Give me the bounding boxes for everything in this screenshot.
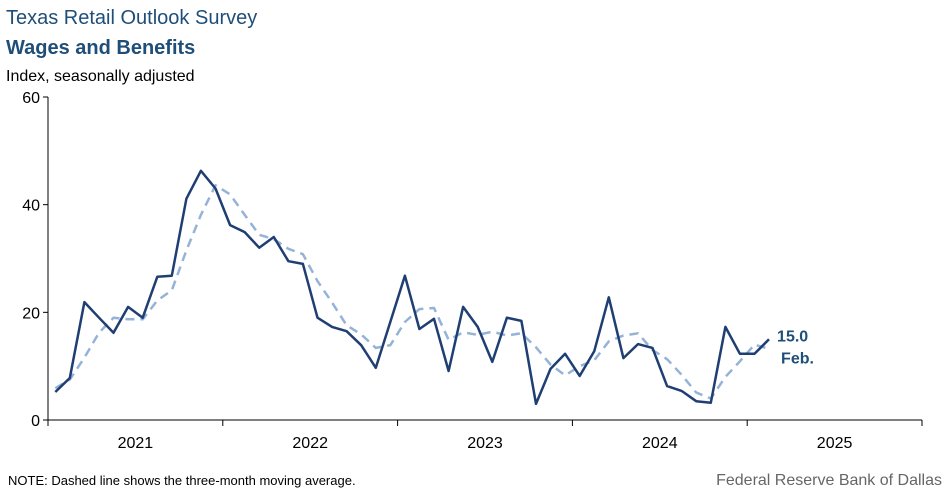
y-axis-label: Index, seasonally adjusted (6, 68, 195, 85)
note: NOTE: Dashed line shows the three-month … (8, 473, 356, 488)
source: Federal Reserve Bank of Dallas (716, 472, 942, 489)
y-tick-label: 0 (31, 413, 40, 430)
chart-title: Texas Retail Outlook Survey (6, 7, 257, 29)
value-label: 15.0 (777, 328, 808, 345)
y-tick-label: 20 (22, 305, 40, 322)
chart-subtitle: Wages and Benefits (6, 37, 195, 59)
x-tick-label: 2022 (292, 435, 328, 452)
x-tick-label: 2023 (467, 435, 503, 452)
x-tick-label: 2024 (642, 435, 678, 452)
date-label: Feb. (781, 350, 814, 367)
x-tick-label: 2025 (817, 435, 853, 452)
x-tick-label: 2021 (118, 435, 154, 452)
y-tick-label: 40 (22, 198, 40, 215)
y-tick-label: 60 (22, 90, 40, 107)
series-line (54, 169, 770, 406)
series-line (54, 184, 770, 400)
